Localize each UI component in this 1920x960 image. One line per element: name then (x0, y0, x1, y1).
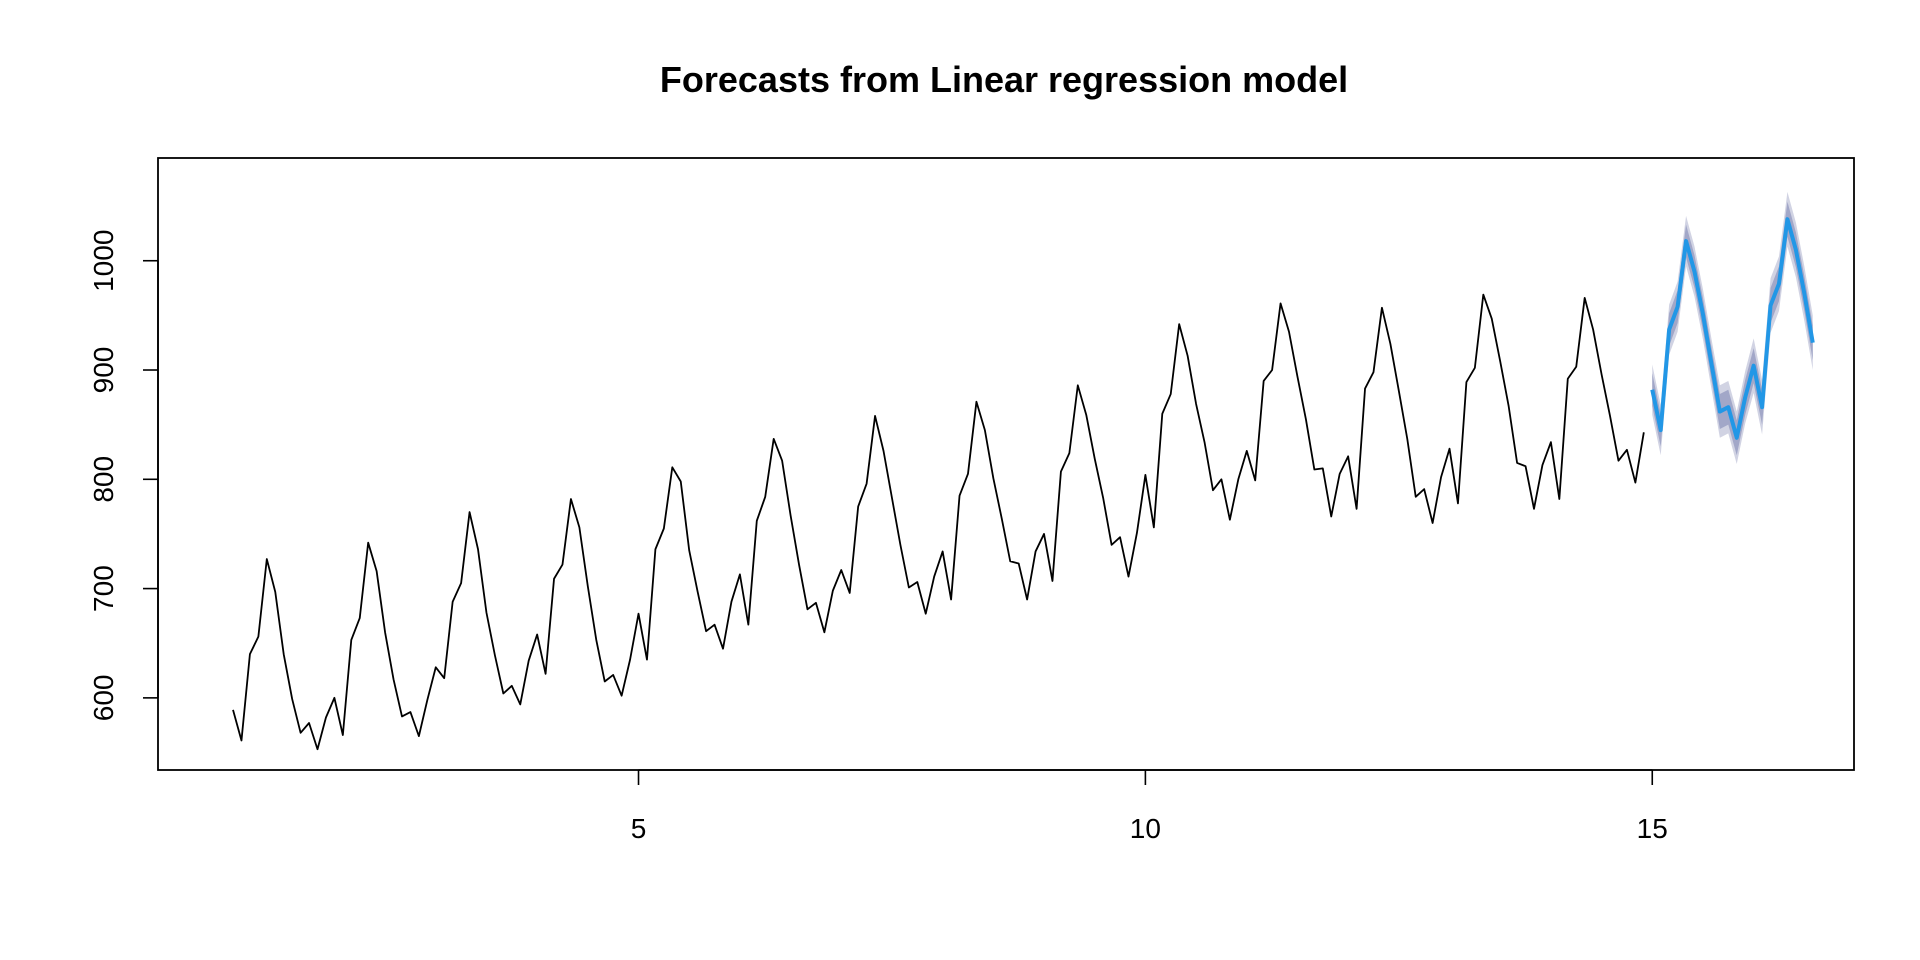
y-tick-label: 900 (88, 347, 119, 394)
x-tick-label: 10 (1130, 813, 1161, 844)
y-tick-label: 700 (88, 565, 119, 612)
chart-title: Forecasts from Linear regression model (660, 59, 1348, 100)
x-axis: 5 10 15 (631, 769, 1668, 844)
y-tick-label: 800 (88, 456, 119, 503)
x-tick-label: 15 (1637, 813, 1668, 844)
y-tick-label: 600 (88, 675, 119, 722)
x-tick-label: 5 (631, 813, 647, 844)
plot-area (232, 191, 1815, 751)
forecast-line (1650, 217, 1815, 440)
history-line (232, 293, 1645, 751)
y-axis: 600 700 800 900 1000 (88, 230, 159, 722)
y-tick-label: 1000 (88, 230, 119, 292)
plot-frame (157, 157, 1855, 771)
